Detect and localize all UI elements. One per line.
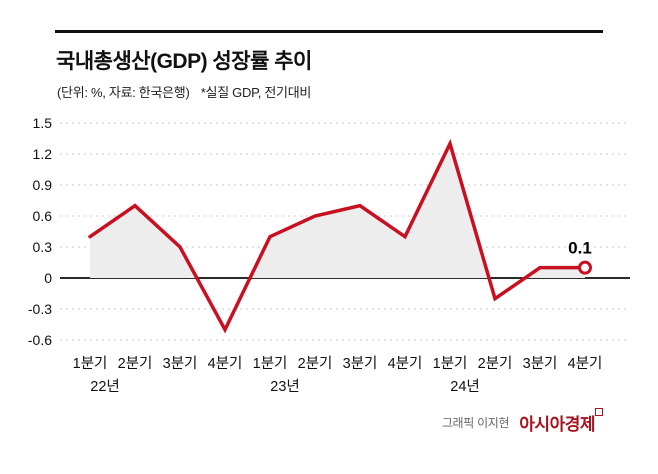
x-tick-label: 4분기: [208, 355, 243, 372]
y-tick-label: 0: [44, 270, 52, 286]
y-tick-label: 0.6: [33, 208, 53, 224]
chart-title: 국내총생산(GDP) 성장률 추이: [56, 50, 312, 73]
x-tick-label: 2분기: [298, 355, 333, 372]
chart-unit-source: (단위: %, 자료: 한국은행): [57, 85, 190, 100]
last-point-marker: [578, 260, 592, 275]
x-tick-label: 3분기: [163, 355, 198, 372]
x-tick-label: 1분기: [253, 355, 288, 372]
x-tick-label: 1분기: [73, 355, 108, 372]
last-point-value-label: 0.1: [568, 239, 592, 258]
chart-subtitle: (단위: %, 자료: 한국은행) *실질 GDP, 전기대비: [57, 82, 311, 101]
gdp-growth-line: [88, 138, 587, 334]
x-tick-label: 1분기: [433, 355, 468, 372]
y-tick-label: 0.9: [33, 177, 53, 193]
y-tick-label: 1.5: [33, 115, 53, 131]
brand-logo-mark-icon: [595, 408, 603, 416]
area-fill: [90, 143, 585, 278]
chart-note: *실질 GDP, 전기대비: [200, 85, 312, 100]
y-tick-label: -0.6: [28, 332, 52, 348]
y-tick-label: -0.3: [28, 301, 52, 317]
brand-logo: 아시아경제: [519, 408, 603, 435]
x-year-label: 24년: [450, 378, 479, 395]
x-year-label: 22년: [90, 378, 119, 395]
graphic-credit: 그래픽 이지현: [441, 416, 510, 430]
x-tick-label: 3분기: [343, 355, 378, 372]
x-tick-label: 2분기: [478, 355, 513, 372]
y-tick-label: 0.3: [33, 239, 53, 255]
x-tick-label: 4분기: [568, 355, 603, 372]
footer: 그래픽 이지현 아시아경제: [441, 408, 603, 435]
y-tick-label: 1.2: [33, 146, 53, 162]
x-tick-label: 3분기: [523, 355, 558, 372]
x-tick-label: 2분기: [118, 355, 153, 372]
brand-logo-text: 아시아경제: [519, 415, 595, 434]
x-tick-label: 4분기: [388, 355, 423, 372]
top-divider: [55, 30, 603, 33]
x-year-label: 23년: [270, 378, 299, 395]
